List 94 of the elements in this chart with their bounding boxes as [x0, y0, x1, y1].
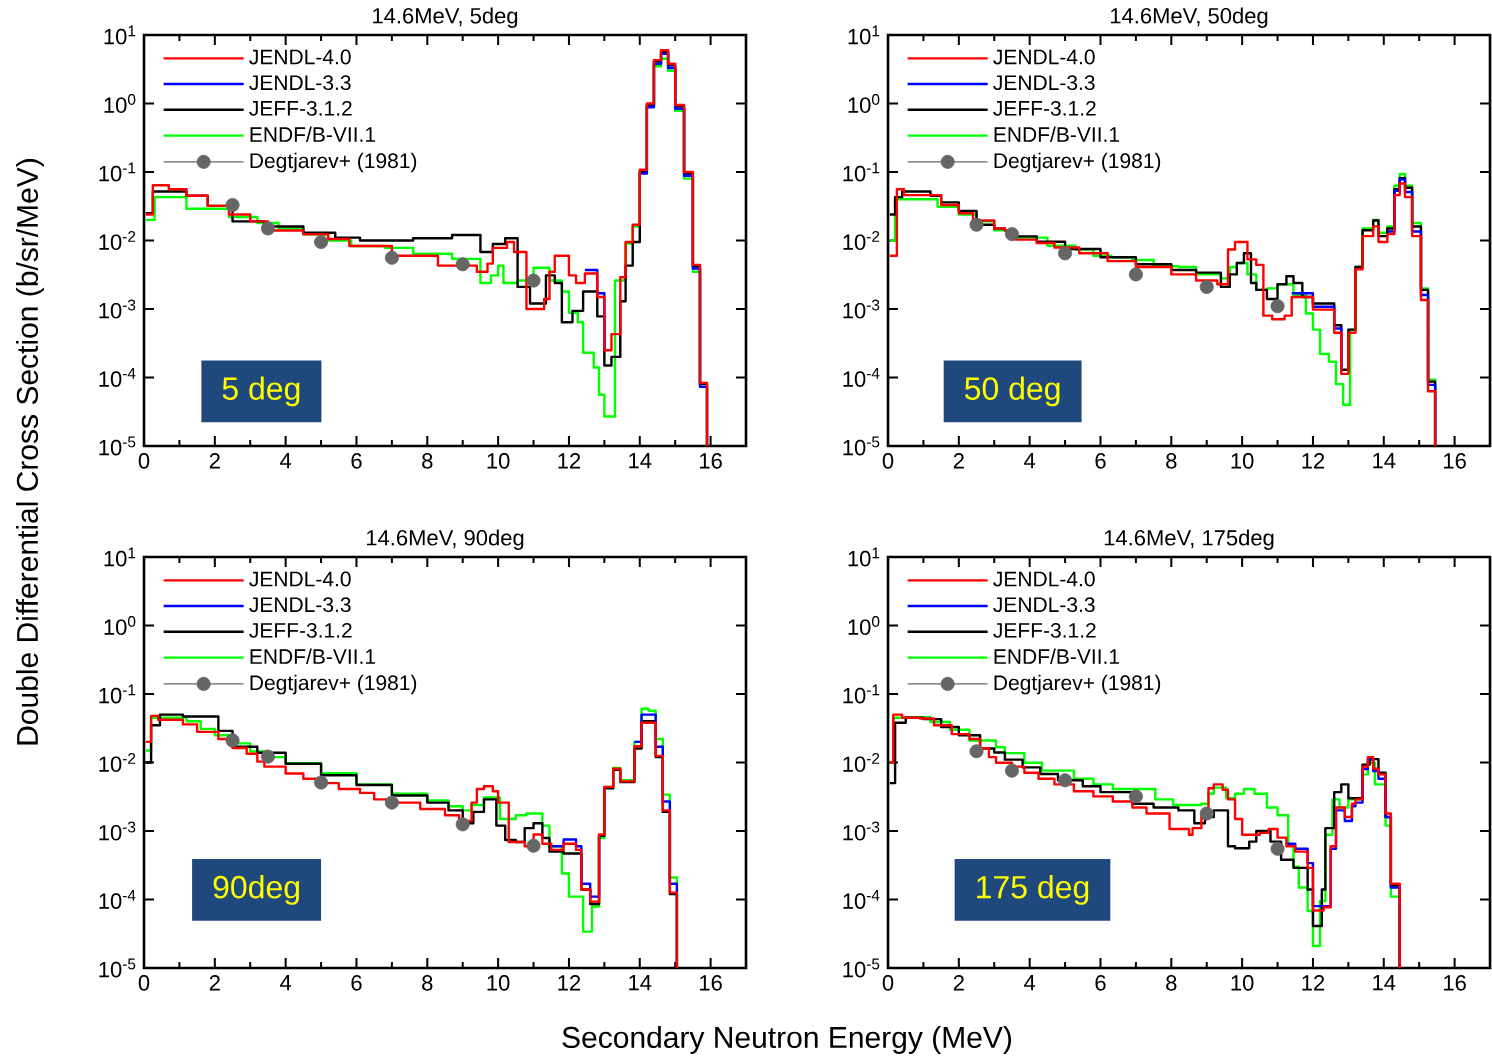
x-tick-label: 0 [882, 975, 894, 991]
legend-label: ENDF/B-VII.1 [994, 126, 1120, 142]
y-tick-label: 10$^{-2}$ [843, 231, 880, 250]
x-tick-label: 10 [487, 975, 510, 991]
x-tick-label: 2 [209, 453, 220, 469]
legend-label: JEFF-3.1.2 [993, 622, 1096, 638]
y-tick-label: 10$^{-1}$ [843, 162, 880, 182]
x-tick-label: 14 [629, 453, 652, 469]
x-tick-label: 8 [1166, 453, 1177, 469]
x-tick-label: 10 [1231, 975, 1254, 991]
annotation: 175 deg [977, 875, 1089, 905]
legend-label: ENDF/B-VII.1 [994, 648, 1120, 664]
y-tick-label: 10$^{0}$ [848, 94, 880, 113]
y-tick-label: 10$^{-3}$ [99, 299, 136, 319]
legend-label: JENDL-3.3 [993, 597, 1095, 613]
y-tick-label: 10$^{-5}$ [843, 436, 880, 456]
y-tick-label: 10$^{-4}$ [99, 368, 136, 387]
x-tick-label: 0 [882, 453, 894, 469]
y-tick-label: 10$^{-3}$ [843, 299, 880, 319]
chart-title: 14.6MeV, 50deg [1110, 7, 1268, 28]
legend-label: JENDL-4.0 [993, 571, 1095, 587]
x-tick-label: 16 [1444, 975, 1466, 991]
y-tick-label: 10$^{-3}$ [99, 821, 136, 841]
x-tick-label: 12 [558, 975, 581, 991]
x-tick-label: 2 [953, 975, 964, 991]
y-tick-label: 10$^{0}$ [104, 616, 136, 635]
y-tick-label: 10$^{1}$ [848, 547, 880, 567]
y-tick-label: 10$^{-5}$ [99, 958, 136, 978]
annotation: 90deg [213, 875, 299, 905]
x-tick-label: 16 [1444, 453, 1466, 469]
x-tick-label: 4 [1024, 453, 1036, 469]
legend-label: ENDF/B-VII.1 [250, 648, 375, 664]
y-tick-label: 10$^{1}$ [104, 25, 136, 45]
x-tick-label: 0 [138, 975, 150, 991]
x-tick-label: 4 [280, 453, 292, 469]
x-tick-label: 6 [1095, 975, 1106, 991]
legend-label: JENDL-4.0 [249, 49, 351, 65]
legend-label: JENDL-3.3 [249, 597, 351, 613]
x-tick-label: 2 [953, 453, 964, 469]
legend-label: JEFF-3.1.2 [249, 100, 352, 116]
x-tick-label: 4 [280, 975, 292, 991]
x-tick-label: 16 [700, 975, 722, 991]
legend-label: JENDL-4.0 [249, 571, 351, 587]
x-tick-label: 6 [351, 453, 362, 469]
x-tick-label: 12 [1302, 975, 1325, 991]
x-tick-label: 10 [1231, 453, 1254, 469]
x-tick-label: 14 [1373, 975, 1396, 991]
x-tick-label: 14 [1373, 453, 1396, 469]
y-tick-label: 10$^{-2}$ [843, 753, 880, 772]
y-axis-title: Double Differential Cross Section (b/sr/MeV) [16, 159, 44, 745]
legend-label: Degtjarev+ (1981) [250, 152, 417, 173]
chart-title: 14.6MeV, 175deg [1104, 529, 1274, 550]
x-tick-label: 8 [422, 453, 433, 469]
y-tick-label: 10$^{-4}$ [99, 890, 136, 909]
x-tick-label: 8 [422, 975, 433, 991]
y-tick-label: 10$^{-4}$ [843, 890, 880, 909]
y-tick-label: 10$^{-3}$ [843, 821, 880, 841]
x-tick-label: 2 [209, 975, 220, 991]
x-tick-label: 8 [1166, 975, 1177, 991]
legend-label: JENDL-3.3 [993, 75, 1095, 91]
y-tick-label: 10$^{-1}$ [99, 162, 136, 182]
y-tick-label: 10$^{1}$ [104, 547, 136, 567]
x-tick-label: 4 [1024, 975, 1036, 991]
legend-label: JENDL-3.3 [249, 75, 351, 91]
x-tick-label: 6 [351, 975, 362, 991]
x-tick-label: 16 [700, 453, 722, 469]
legend-label: JEFF-3.1.2 [993, 100, 1096, 116]
annotation: 5 deg [222, 376, 300, 407]
y-tick-label: 10$^{1}$ [848, 25, 880, 45]
y-tick-label: 10$^{-2}$ [99, 231, 136, 250]
x-tick-label: 12 [1302, 453, 1325, 469]
x-tick-label: 10 [487, 453, 510, 469]
legend-label: Degtjarev+ (1981) [994, 674, 1161, 695]
legend-label: JEFF-3.1.2 [249, 622, 352, 638]
x-axis-title: Secondary Neutron Energy (MeV) [562, 1026, 1012, 1054]
y-tick-label: 10$^{-4}$ [843, 368, 880, 387]
x-tick-label: 12 [558, 453, 581, 469]
legend-label: ENDF/B-VII.1 [250, 126, 375, 142]
y-tick-label: 10$^{-5}$ [99, 436, 136, 456]
y-tick-label: 10$^{-5}$ [843, 958, 880, 978]
y-tick-label: 10$^{-1}$ [843, 684, 880, 704]
y-tick-label: 10$^{-1}$ [99, 684, 136, 704]
legend-label: Degtjarev+ (1981) [250, 674, 417, 695]
y-tick-label: 10$^{-2}$ [99, 753, 136, 772]
x-tick-label: 0 [138, 453, 150, 469]
x-tick-label: 6 [1095, 453, 1106, 469]
annotation: 50 deg [964, 376, 1060, 407]
x-tick-label: 14 [629, 975, 652, 991]
legend-label: Degtjarev+ (1981) [994, 152, 1161, 173]
y-tick-label: 10$^{0}$ [848, 616, 880, 635]
legend-label: JENDL-4.0 [993, 49, 1095, 65]
chart-title: 14.6MeV, 90deg [366, 529, 524, 550]
y-tick-label: 10$^{0}$ [104, 94, 136, 113]
chart-title: 14.6MeV, 5deg [373, 7, 518, 28]
